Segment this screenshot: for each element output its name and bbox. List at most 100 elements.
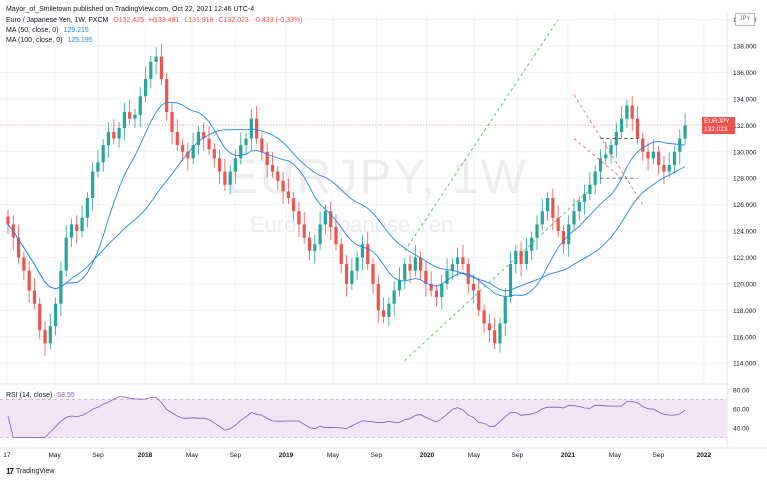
candle [27,261,31,304]
candle-body [572,211,576,225]
candle-body [239,145,243,159]
candle [48,313,52,350]
candle [498,317,502,353]
candle-body [138,96,142,115]
candle-body [683,125,687,139]
x-tick-label: Sep [92,452,104,459]
candle [678,129,682,165]
candle [577,196,581,221]
y-tick-label: 120.000 [733,281,757,288]
ma50-value: 129.215 [63,27,89,34]
candle-body [413,257,417,271]
y-tick-label: 126.000 [733,202,757,209]
candle-body [297,211,301,225]
candle-body [482,310,486,324]
price-tag-symbol: EURJPY [704,118,730,125]
y-tick-label: 114.000 [733,361,756,368]
candle [128,99,132,125]
y-tick-label: 124.000 [733,229,757,236]
candle [170,102,174,145]
candle-body [106,131,111,146]
ma50-legend[interactable]: MA (50, close, 0) 129.215 [6,26,92,35]
candle [244,132,248,155]
candle [397,267,402,297]
rsi-legend[interactable]: RSI (14, close) 58.55 [6,391,78,400]
candle [64,225,68,277]
candle-body [493,330,497,344]
candle-body [524,250,529,265]
rsi-label: RSI (14, close) [6,392,53,399]
rsi-line [7,396,686,438]
candle [122,102,126,141]
candle-body [334,227,338,245]
currency-badge[interactable]: JPY [735,13,755,26]
candle [514,244,518,274]
candle-body [371,264,375,284]
price-tag-price: 132.023 [704,126,728,133]
tradingview-logo[interactable]: 17 TradingView [6,467,54,476]
candle-body [80,217,84,232]
channel-lower-line [404,184,596,361]
tradingview-logo-icon: 17 [6,467,14,476]
candle-body [350,270,354,284]
y-tick-label: 132.000 [733,123,757,130]
candle [85,192,89,228]
candle-body [678,138,682,152]
candle [519,241,523,277]
candle [22,251,26,280]
candle [318,211,322,251]
candle-body [112,131,116,139]
candle-body [196,131,201,146]
x-tick-label: May [609,452,622,459]
candle [159,44,164,86]
candle-body [265,151,269,165]
candle-body [149,61,153,80]
y-tick-label: 118.000 [733,308,756,315]
candle-body [159,56,164,80]
candle-body [360,244,365,258]
candle-body [477,290,481,311]
x-tick-label: 2020 [420,452,435,459]
candle-body [165,79,169,113]
candle-body [43,330,47,344]
candle [339,238,343,274]
y-tick-label: 128.000 [733,176,757,183]
candle-body [429,283,433,291]
candle [112,119,116,145]
candle-body [22,257,26,271]
candle-body [48,326,52,344]
candle [657,145,661,175]
candle [641,132,645,161]
candle-body [662,164,666,172]
ma100-legend[interactable]: MA (100, close, 0) 125.195 [6,36,96,45]
candle [540,198,544,231]
tradingview-logo-text: TradingView [15,468,55,475]
ma50-label: MA (50, close, 0) [6,27,59,34]
x-tick-label: May [48,452,61,459]
candle-body [270,164,275,172]
candle [202,122,206,152]
candle-body [540,211,544,225]
candle [371,258,375,294]
candle-body [143,79,148,97]
candle [355,251,359,280]
candle-body [672,151,677,165]
candle [620,106,624,138]
candle-body [646,151,650,159]
candle [54,297,58,336]
candle [292,192,296,221]
candle-body [281,180,285,192]
candle [228,165,232,195]
candle [651,139,655,165]
candle-body [556,217,560,232]
candle-body [244,138,248,146]
candle-body [186,151,190,159]
candle [302,211,306,244]
candle-body [387,303,391,317]
candle [212,143,216,168]
y-tick-label: 116.000 [733,334,756,341]
candle-body [381,310,386,317]
wedge-lower-line [573,138,622,179]
candle-body [101,145,105,163]
candle [276,165,280,191]
